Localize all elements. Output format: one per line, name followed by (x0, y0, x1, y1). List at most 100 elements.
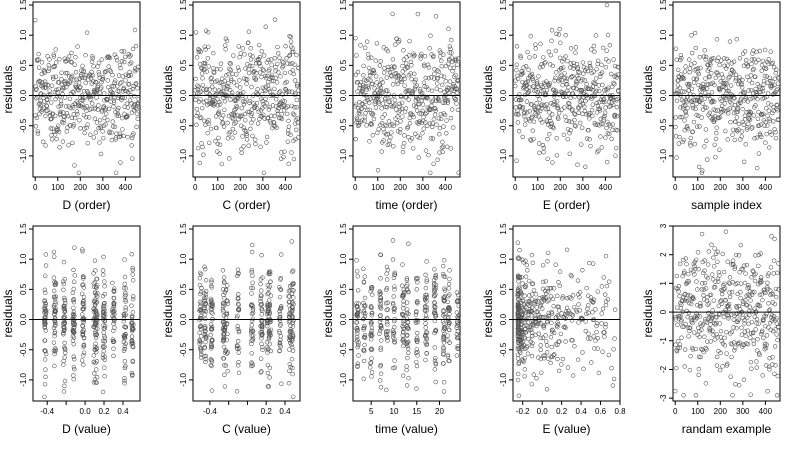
data-point (612, 307, 618, 312)
data-point (602, 330, 607, 335)
data-point (751, 113, 757, 118)
data-point (598, 134, 603, 139)
data-point (531, 323, 536, 328)
data-point (705, 157, 710, 162)
data-point (209, 279, 214, 285)
data-point (688, 98, 694, 104)
data-point (289, 150, 294, 155)
data-point (225, 120, 230, 126)
data-point (100, 389, 106, 395)
data-point (572, 112, 578, 117)
data-point (599, 311, 604, 316)
data-point (258, 144, 263, 150)
data-point (58, 98, 64, 103)
data-point (368, 360, 374, 365)
data-point (584, 285, 589, 291)
data-point (287, 288, 293, 293)
data-point (594, 321, 600, 326)
data-point (728, 374, 733, 379)
data-point (529, 115, 534, 121)
data-point (42, 381, 48, 387)
data-point (574, 307, 579, 313)
data-point (685, 314, 690, 320)
data-point (59, 70, 64, 75)
data-point (119, 58, 125, 64)
data-point (218, 67, 223, 72)
data-point (260, 67, 266, 72)
data-point (410, 90, 415, 95)
y-tick-label: 0.5 (339, 283, 348, 295)
data-point (692, 264, 697, 269)
data-point (587, 260, 592, 266)
data-point (544, 79, 549, 84)
data-point (286, 319, 292, 325)
data-point (91, 299, 97, 304)
data-point (423, 148, 429, 153)
data-point (65, 70, 70, 76)
data-point (100, 338, 106, 343)
data-point (540, 306, 545, 311)
data-point (202, 264, 207, 270)
data-point (400, 294, 406, 299)
data-point (292, 105, 297, 110)
data-point (447, 327, 452, 332)
data-point (269, 62, 274, 67)
data-point (373, 58, 378, 63)
data-point (353, 102, 359, 107)
data-point (450, 59, 455, 65)
data-point (249, 351, 254, 356)
data-point (92, 258, 98, 263)
data-point (279, 104, 284, 109)
data-point (286, 89, 292, 94)
data-point (280, 59, 285, 64)
data-point (423, 111, 428, 117)
data-point (744, 58, 749, 63)
data-point (279, 305, 284, 311)
data-point (234, 105, 240, 110)
data-point (594, 100, 599, 106)
data-point (573, 79, 579, 84)
data-point (699, 95, 704, 101)
data-point (703, 57, 708, 62)
data-point (761, 317, 766, 322)
data-point (116, 113, 121, 118)
data-point (130, 86, 135, 92)
x-axis-label: time (order) (375, 198, 437, 212)
data-point (770, 79, 775, 84)
data-point (100, 77, 105, 82)
data-point (106, 64, 111, 69)
data-point (81, 319, 86, 325)
data-point (708, 292, 714, 297)
data-point (405, 92, 410, 97)
data-point (442, 311, 447, 317)
data-point (369, 285, 374, 290)
data-point (275, 108, 280, 114)
data-point (732, 345, 738, 350)
data-point (678, 305, 684, 311)
data-point (90, 56, 95, 61)
data-point (568, 46, 574, 51)
data-point (709, 89, 715, 95)
data-point (52, 333, 57, 339)
data-point (572, 344, 577, 349)
data-point (102, 365, 107, 370)
data-point (401, 339, 406, 345)
data-point (74, 109, 80, 114)
data-point (399, 100, 405, 105)
x-tick-label: 20 (435, 407, 444, 416)
data-point (682, 118, 687, 123)
data-point (515, 340, 521, 345)
data-point (753, 74, 758, 79)
data-point (601, 275, 606, 280)
data-point (603, 135, 608, 140)
data-point (53, 349, 58, 354)
data-point (704, 82, 709, 87)
data-point (405, 355, 410, 361)
data-point (424, 308, 430, 313)
data-point (366, 65, 372, 71)
data-point (230, 126, 236, 132)
data-point (193, 76, 198, 82)
data-point (455, 346, 461, 352)
data-point (677, 134, 682, 140)
y-tick-label: 1.0 (339, 253, 348, 265)
